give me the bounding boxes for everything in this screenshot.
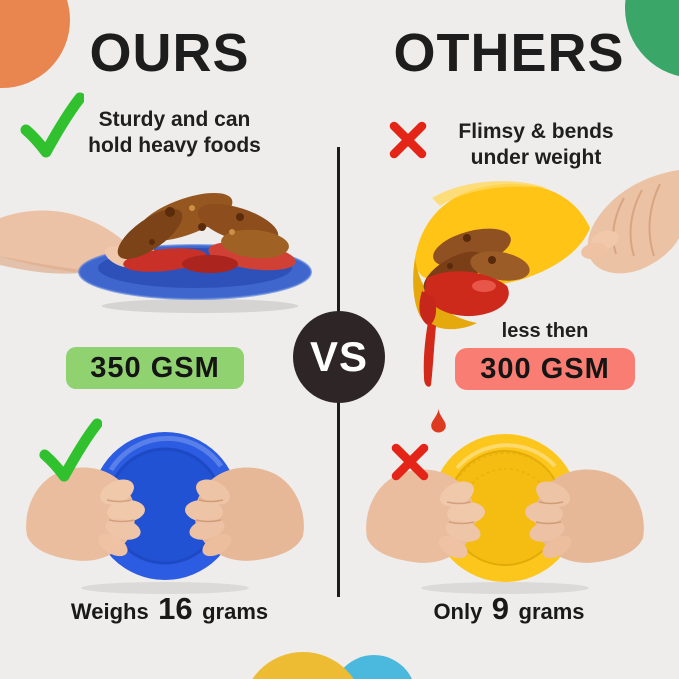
ours-gsm-label: 350 GSM bbox=[90, 351, 220, 384]
others-weight-suffix: grams bbox=[518, 599, 585, 624]
ours-plate-photo bbox=[0, 192, 312, 313]
ours-gsm-badge: 350 GSM bbox=[66, 347, 244, 389]
others-feature-text: Flimsy & bends under weight bbox=[428, 119, 644, 171]
cross-icon bbox=[389, 121, 427, 159]
plate-shadow bbox=[81, 582, 249, 594]
cross-icon bbox=[391, 443, 429, 481]
plate-shadow bbox=[102, 299, 298, 313]
check-icon bbox=[39, 418, 102, 482]
others-feature-line2: under weight bbox=[470, 146, 602, 169]
others-weight-caption: Only 9 grams bbox=[339, 591, 679, 633]
vs-badge: VS bbox=[293, 311, 385, 403]
ours-weight-prefix: Weighs bbox=[70, 599, 149, 624]
others-weight-prefix: Only bbox=[433, 599, 483, 624]
others-gsm-label: 300 GSM bbox=[480, 352, 610, 385]
ours-weight-value: 16 bbox=[158, 591, 193, 626]
ours-feature-text: Sturdy and can hold heavy foods bbox=[82, 107, 267, 159]
left-fist bbox=[26, 467, 145, 561]
others-plate-photo bbox=[413, 170, 679, 387]
sauce-droplet-icon bbox=[431, 408, 446, 433]
ours-strength-photo bbox=[26, 432, 304, 594]
ours-feature-line2: hold heavy foods bbox=[88, 134, 261, 157]
left-fist bbox=[366, 469, 485, 563]
vs-label: VS bbox=[309, 333, 369, 380]
others-gsm-note: less then bbox=[501, 320, 589, 342]
ours-feature-line1: Sturdy and can bbox=[98, 108, 251, 131]
others-weight-value: 9 bbox=[491, 591, 510, 626]
ours-weight-caption: Weighs 16 grams bbox=[0, 591, 339, 633]
others-strength-photo bbox=[366, 434, 644, 594]
ours-title: OURS bbox=[89, 23, 250, 83]
food bbox=[117, 192, 296, 273]
sauce-drip bbox=[423, 322, 436, 387]
sliding-food bbox=[419, 228, 530, 326]
check-icon bbox=[20, 92, 84, 158]
right-fist bbox=[525, 469, 644, 563]
others-title: OTHERS bbox=[393, 23, 625, 83]
others-gsm-badge: 300 GSM bbox=[455, 348, 635, 390]
gripping-hand bbox=[581, 170, 679, 274]
ours-weight-suffix: grams bbox=[202, 599, 269, 624]
right-fist bbox=[185, 467, 304, 561]
plate-shadow bbox=[421, 582, 589, 594]
others-feature-line1: Flimsy & bends bbox=[458, 120, 614, 143]
